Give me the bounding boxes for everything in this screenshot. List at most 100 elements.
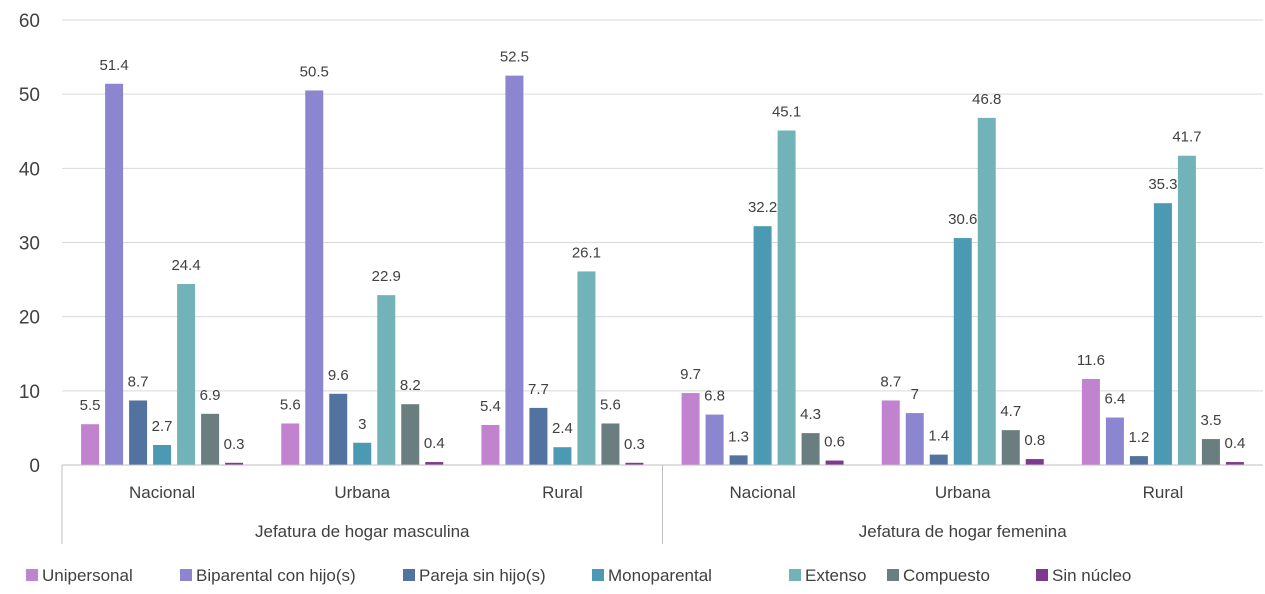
bar — [481, 424, 500, 465]
data-label: 5.6 — [280, 396, 301, 413]
data-label: 46.8 — [972, 91, 1001, 108]
data-label: 32.2 — [748, 199, 777, 216]
data-label: 45.1 — [772, 104, 801, 121]
data-label: 8.7 — [880, 373, 901, 390]
bar — [505, 75, 524, 465]
legend-label: Pareja sin hijo(s) — [419, 566, 546, 585]
data-label: 0.4 — [1224, 435, 1245, 452]
legend-label: Extenso — [805, 566, 866, 585]
bar — [129, 400, 148, 465]
bar — [425, 462, 444, 465]
data-label: 30.6 — [948, 211, 977, 228]
bar — [801, 433, 820, 465]
data-label: 3 — [358, 416, 366, 433]
data-label: 9.7 — [680, 366, 701, 383]
bar — [81, 424, 100, 465]
x-category-label: Nacional — [129, 483, 195, 502]
bar — [905, 413, 924, 465]
bar — [1025, 459, 1044, 465]
bar — [401, 404, 420, 465]
x-category-label: Nacional — [730, 483, 796, 502]
legend: Unipersonal Biparental con hijo(s) Pareja … — [26, 566, 1131, 585]
bar — [1201, 439, 1220, 465]
legend-swatch — [180, 569, 192, 581]
data-labels: 5.5 51.4 8.7 2.7 24.4 6.9 0.3 5.6 50.5 9.6 3 22.9 8.… — [80, 49, 1246, 453]
bar — [105, 83, 124, 466]
legend-label: Unipersonal — [42, 566, 133, 585]
bars — [81, 75, 1244, 466]
y-tick-label: 50 — [19, 85, 40, 106]
bar — [977, 117, 996, 466]
bar — [705, 414, 724, 465]
x-axis: Nacional Urbana Rural Jefatura de hogar mas… — [61, 464, 1263, 544]
legend-label: Compuesto — [903, 566, 990, 585]
legend-swatch — [592, 569, 604, 581]
bar — [1129, 456, 1148, 465]
legend-label: Biparental con hijo(s) — [196, 566, 356, 585]
data-label: 35.3 — [1148, 176, 1177, 193]
data-label: 6.9 — [200, 387, 221, 404]
data-label: 0.6 — [824, 434, 845, 451]
data-label: 1.2 — [1128, 429, 1149, 446]
data-label: 5.5 — [80, 397, 101, 414]
data-label: 50.5 — [300, 63, 329, 80]
legend-swatch — [1036, 569, 1048, 581]
bar — [929, 454, 948, 465]
bar — [201, 413, 220, 465]
bar — [225, 462, 244, 465]
bar — [1177, 155, 1196, 465]
y-tick-label: 60 — [19, 11, 40, 32]
gridlines — [62, 19, 1263, 392]
data-label: 1.3 — [728, 428, 749, 445]
legend-swatch — [789, 569, 801, 581]
bar — [729, 455, 748, 465]
bar — [601, 423, 620, 465]
x-category-label: Rural — [542, 483, 583, 502]
y-tick-label: 0 — [29, 456, 40, 477]
bar — [577, 271, 596, 465]
data-label: 7 — [911, 386, 919, 403]
data-label: 8.7 — [128, 373, 149, 390]
data-label: 6.8 — [704, 388, 725, 405]
data-label: 7.7 — [528, 381, 549, 398]
bar — [881, 400, 900, 465]
bar — [753, 226, 772, 465]
bar — [681, 393, 700, 465]
data-label: 8.2 — [400, 377, 421, 394]
bar — [777, 130, 796, 465]
x-group-label: Jefatura de hogar femenina — [859, 522, 1067, 541]
legend-swatch — [403, 569, 415, 581]
data-label: 41.7 — [1172, 129, 1201, 146]
y-axis: 0 10 20 30 40 50 60 — [19, 11, 40, 477]
y-tick-label: 30 — [19, 234, 40, 255]
bar — [1225, 462, 1244, 465]
data-label: 4.3 — [800, 406, 821, 423]
legend-swatch — [26, 569, 38, 581]
legend-swatch — [887, 569, 899, 581]
bar — [329, 393, 348, 465]
x-category-label: Rural — [1143, 483, 1184, 502]
y-tick-label: 40 — [19, 159, 40, 180]
bar — [529, 407, 548, 465]
data-label: 6.4 — [1104, 391, 1125, 408]
data-label: 2.4 — [552, 420, 573, 437]
x-category-label: Urbana — [334, 483, 390, 502]
data-label: 0.8 — [1024, 432, 1045, 449]
data-label: 11.6 — [1077, 352, 1105, 369]
data-label: 9.6 — [328, 367, 349, 384]
bar — [1105, 417, 1124, 465]
data-label: 26.1 — [572, 244, 601, 261]
bar — [1001, 430, 1020, 465]
legend-label: Monoparental — [608, 566, 712, 585]
data-label: 2.7 — [152, 418, 173, 435]
data-label: 24.4 — [171, 257, 200, 274]
data-label: 22.9 — [372, 268, 401, 285]
data-label: 4.7 — [1000, 403, 1021, 420]
data-label: 5.4 — [480, 398, 501, 415]
bar — [281, 423, 300, 465]
bar — [953, 238, 972, 465]
data-label: 0.3 — [224, 436, 245, 453]
bar — [177, 284, 196, 465]
data-label: 0.3 — [624, 436, 645, 453]
